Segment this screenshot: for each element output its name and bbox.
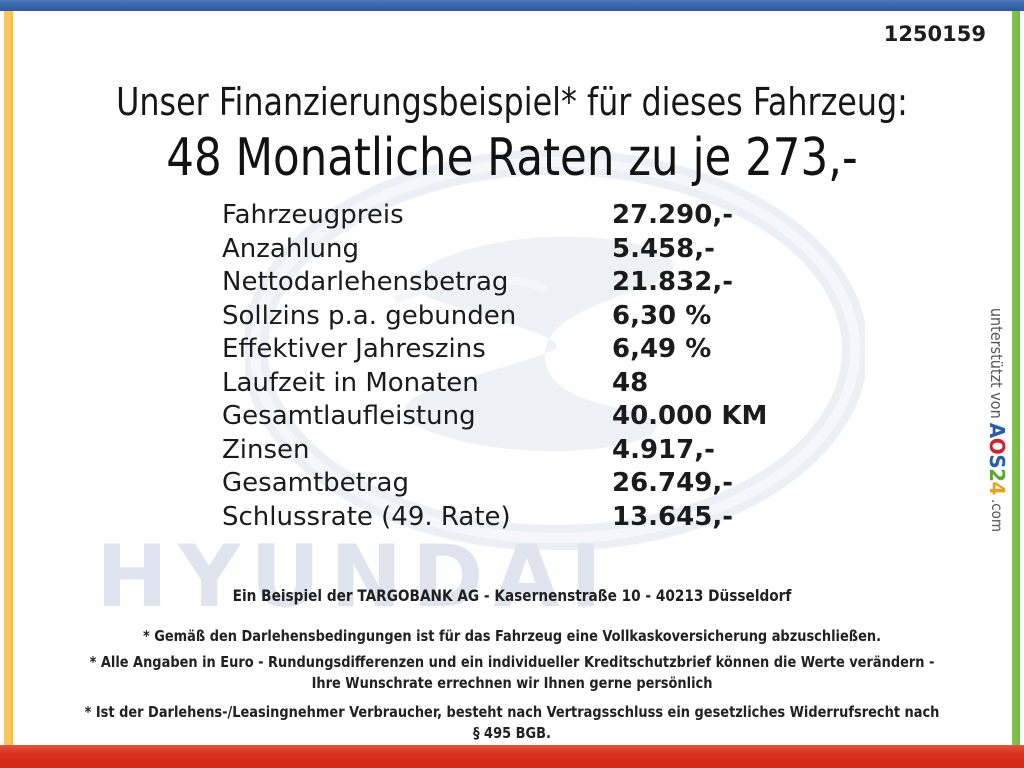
table-row: Sollzins p.a. gebunden 6,30 % (222, 300, 767, 334)
row-label: Fahrzeugpreis (222, 200, 404, 230)
row-value: 5.458,- (612, 233, 715, 264)
table-row: Gesamtbetrag 26.749,- (222, 467, 767, 501)
disclaimer-withdrawal-right: * Ist der Darlehens-/Leasingnehmer Verbr… (84, 703, 940, 742)
aos24-letter-o: O (985, 437, 1009, 455)
row-value: 13.645,- (612, 501, 733, 532)
reference-id: 1250159 (883, 22, 986, 46)
support-strip: unterstützt von AOS24 .com (984, 270, 1010, 570)
table-row: Fahrzeugpreis 27.290,- (222, 199, 767, 233)
table-row: Schlussrate (49. Rate) 13.645,- (222, 501, 767, 535)
row-label: Laufzeit in Monaten (222, 367, 479, 398)
row-value: 48 (612, 367, 649, 398)
row-value: 26.749,- (612, 468, 733, 498)
row-label: Gesamtbetrag (222, 468, 409, 498)
table-row: Nettodarlehensbetrag 21.832,- (222, 266, 767, 300)
aos24-letter-2: 2 (985, 468, 1009, 482)
row-value: 6,49 % (612, 334, 712, 364)
support-strip-content: unterstützt von AOS24 .com (985, 308, 1009, 532)
financing-table-body: Fahrzeugpreis 27.290,- Anzahlung 5.458,-… (222, 199, 767, 534)
support-prefix-label: unterstützt von (987, 307, 1007, 419)
row-label: Gesamtlaufleistung (222, 401, 476, 431)
row-label: Anzahlung (222, 233, 360, 264)
row-value: 4.917,- (612, 434, 715, 465)
table-row: Laufzeit in Monaten 48 (222, 367, 767, 401)
row-label: Zinsen (222, 434, 310, 465)
row-label: Effektiver Jahreszins (222, 334, 486, 364)
disclaimer-currency: * Alle Angaben in Euro - Rundungsdiffere… (89, 653, 935, 692)
table-row: Anzahlung 5.458,- (222, 233, 767, 267)
table-row: Effektiver Jahreszins 6,49 % (222, 333, 767, 367)
disclaimer-insurance: * Gemäß den Darlehensbedingungen ist für… (142, 627, 882, 645)
table-row: Gesamtlaufleistung 40.000 KM (222, 400, 767, 434)
row-value: 21.832,- (612, 267, 733, 297)
bottom-accent-bar (0, 745, 1024, 768)
table-row: Zinsen 4.917,- (222, 434, 767, 468)
row-value: 6,30 % (612, 300, 712, 331)
aos24-letter-4: 4 (985, 481, 1009, 495)
aos24-tld-label: .com (988, 498, 1006, 533)
financing-details-table: Fahrzeugpreis 27.290,- Anzahlung 5.458,-… (222, 199, 767, 534)
right-accent-bar (1012, 11, 1020, 745)
row-label: Nettodarlehensbetrag (222, 267, 509, 297)
row-label: Schlussrate (49. Rate) (222, 501, 511, 532)
left-accent-bar (4, 11, 13, 745)
top-accent-bar (0, 0, 1024, 11)
aos24-letter-s: S (985, 454, 1009, 469)
aos24-logo[interactable]: AOS24 (985, 423, 1009, 495)
bank-info-line: Ein Beispiel der TARGOBANK AG - Kasernen… (232, 586, 792, 605)
row-value: 40.000 KM (612, 401, 768, 431)
page-subtitle: 48 Monatliche Raten zu je 273,- (166, 128, 858, 188)
page-title: Unser Finanzierungsbeispiel* für dieses … (116, 80, 908, 124)
aos24-letter-a: A (985, 422, 1009, 438)
row-label: Sollzins p.a. gebunden (222, 300, 517, 331)
row-value: 27.290,- (612, 200, 733, 230)
